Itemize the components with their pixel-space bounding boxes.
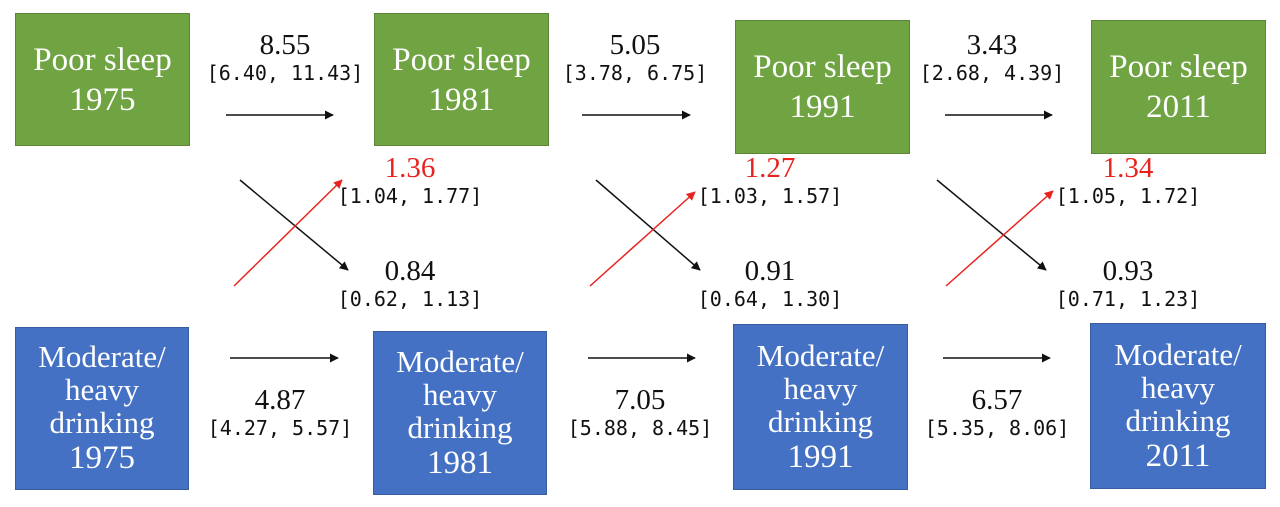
arrow-cross-sleep-to-drinking-2 — [595, 179, 701, 271]
poor-sleep-label: Poor sleep — [1109, 49, 1248, 85]
estimate-value: 1.36 — [384, 152, 436, 184]
confidence-interval: [5.35, 8.06] — [924, 416, 1070, 440]
poor-sleep-year: 1975 — [69, 81, 136, 118]
drinking-year: 1975 — [69, 440, 135, 476]
confidence-interval: [5.88, 8.45] — [567, 416, 713, 440]
confidence-interval: [0.62, 1.13] — [337, 287, 483, 311]
estimate-value: 0.93 — [1102, 255, 1154, 287]
estimate-value: 1.27 — [744, 152, 796, 184]
estimate-value: 3.43 — [966, 29, 1018, 61]
estimate-value: 6.57 — [971, 384, 1023, 416]
drinking-label-line3: drinking — [1125, 402, 1231, 438]
drinking-to-sleep-estimate-1: 1.36 [1.04, 1.77] — [330, 153, 490, 209]
arrow-cross-sleep-to-drinking-3 — [936, 179, 1047, 271]
arrow-cross-drinking-to-sleep-2 — [589, 191, 696, 287]
sleep-to-drinking-estimate-1: 0.84 [0.62, 1.13] — [330, 256, 490, 312]
drinking-year: 1991 — [787, 438, 854, 475]
sleep-path-estimate-1975-1981: 8.55 [6.40, 11.43] — [200, 30, 370, 86]
estimate-value: 1.34 — [1102, 152, 1154, 184]
drinking-1981-box: Moderate/ heavy drinking 1981 — [373, 331, 547, 495]
estimate-value: 5.05 — [609, 29, 661, 61]
arrow-cross-drinking-to-sleep-1 — [233, 179, 343, 287]
drinking-1975-box: Moderate/ heavy drinking 1975 — [15, 327, 189, 490]
drinking-label-line1: Moderate/ — [38, 339, 166, 374]
confidence-interval: [0.64, 1.30] — [697, 287, 843, 311]
poor-sleep-1991-box: Poor sleep 1991 — [735, 20, 910, 154]
drinking-label-line2: heavy — [64, 372, 140, 407]
poor-sleep-year: 1981 — [428, 81, 495, 118]
confidence-interval: [4.27, 5.57] — [207, 416, 353, 440]
estimate-value: 7.05 — [614, 384, 666, 416]
arrow-cross-sleep-to-drinking-1 — [239, 179, 349, 271]
drinking-year: 2011 — [1145, 437, 1211, 474]
drinking-to-sleep-estimate-3: 1.34 [1.05, 1.72] — [1048, 153, 1208, 209]
confidence-interval: [2.68, 4.39] — [919, 61, 1065, 85]
confidence-interval: [1.04, 1.77] — [337, 184, 483, 208]
drinking-path-estimate-1975-1981: 4.87 [4.27, 5.57] — [200, 385, 360, 441]
drinking-label-line2: heavy — [422, 376, 498, 412]
poor-sleep-1981-box: Poor sleep 1981 — [374, 13, 549, 146]
drinking-path-estimate-1981-1991: 7.05 [5.88, 8.45] — [560, 385, 720, 441]
poor-sleep-2011-box: Poor sleep 2011 — [1091, 20, 1266, 154]
confidence-interval: [6.40, 11.43] — [206, 61, 364, 85]
drinking-label-line1: Moderate/ — [1114, 336, 1242, 372]
confidence-interval: [1.03, 1.57] — [697, 184, 843, 208]
sleep-path-estimate-1981-1991: 5.05 [3.78, 6.75] — [555, 30, 715, 86]
poor-sleep-label: Poor sleep — [392, 41, 531, 78]
poor-sleep-label: Poor sleep — [753, 49, 892, 85]
drinking-year: 1981 — [427, 444, 493, 481]
confidence-interval: [1.05, 1.72] — [1055, 184, 1201, 208]
sleep-to-drinking-estimate-3: 0.93 [0.71, 1.23] — [1048, 256, 1208, 312]
sleep-path-estimate-1991-2011: 3.43 [2.68, 4.39] — [912, 30, 1072, 86]
sleep-to-drinking-estimate-2: 0.91 [0.64, 1.30] — [690, 256, 850, 312]
estimate-value: 0.84 — [384, 255, 436, 287]
estimate-value: 8.55 — [259, 29, 311, 61]
poor-sleep-year: 2011 — [1146, 89, 1211, 125]
confidence-interval: [0.71, 1.23] — [1055, 287, 1201, 311]
arrow-cross-drinking-to-sleep-3 — [945, 190, 1054, 287]
drinking-1991-box: Moderate/ heavy drinking 1991 — [733, 324, 908, 490]
drinking-label-line3: drinking — [49, 405, 155, 440]
drinking-2011-box: Moderate/ heavy drinking 2011 — [1090, 323, 1266, 489]
drinking-label-line1: Moderate/ — [396, 343, 524, 379]
drinking-label-line1: Moderate/ — [756, 337, 885, 373]
drinking-label-line3: drinking — [767, 403, 874, 439]
drinking-to-sleep-estimate-2: 1.27 [1.03, 1.57] — [690, 153, 850, 209]
poor-sleep-1975-box: Poor sleep 1975 — [15, 13, 190, 146]
estimate-value: 4.87 — [254, 384, 306, 416]
estimate-value: 0.91 — [744, 255, 796, 287]
drinking-path-estimate-1991-2011: 6.57 [5.35, 8.06] — [917, 385, 1077, 441]
drinking-label-line3: drinking — [407, 409, 513, 445]
poor-sleep-label: Poor sleep — [33, 41, 172, 78]
drinking-label-line2: heavy — [783, 370, 858, 406]
drinking-label-line2: heavy — [1140, 369, 1216, 405]
confidence-interval: [3.78, 6.75] — [562, 61, 708, 85]
poor-sleep-year: 1991 — [789, 89, 856, 125]
